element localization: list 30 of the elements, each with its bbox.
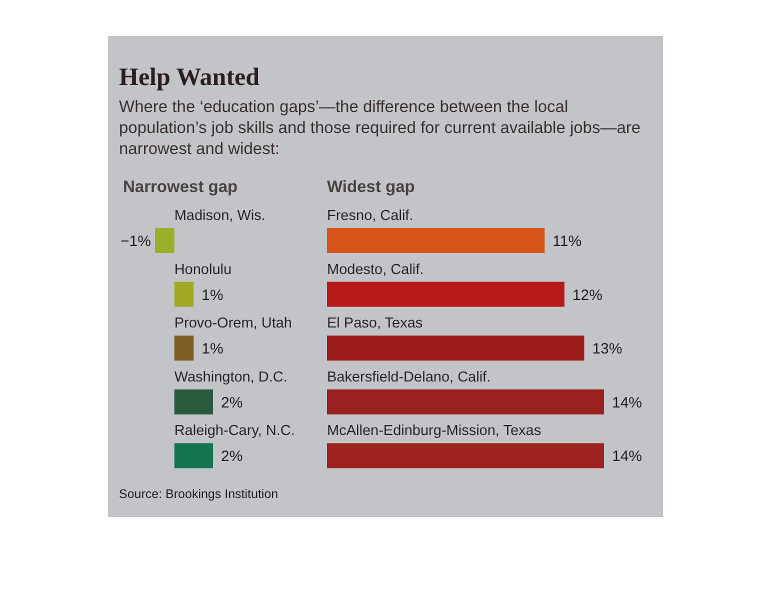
data-label: 14% [612,394,642,412]
text: Help Wanted [119,64,260,91]
y-tick-label: Provo-Orem, Utah [174,316,292,332]
data-label: 13% [592,340,622,358]
data-label: 1% [202,340,224,358]
data-label: 2% [221,394,243,412]
data-label: 2% [221,448,243,466]
y-tick-label: McAllen-Edinburg-Mission, Texas [327,423,542,440]
y-tick-label: El Paso, Texas [327,316,423,332]
data-label: 14% [612,448,642,466]
y-tick-label: Raleigh-Cary, N.C. [174,423,295,440]
y-tick-label: Honolulu [174,262,232,278]
chart-title: Widest gap [327,178,415,196]
y-tick-label: Bakersfield-Delano, Calif. [327,369,491,386]
data-label: 11% [552,233,582,250]
chart-title: Narrowest gap [123,178,238,196]
data-label: −1% [120,233,151,250]
bar [327,389,604,414]
text: Where the ‘education gaps’—the difference between the local population’s job skills and those required for current available jobs—are narrowest and widest: [119,98,641,158]
data-label: 1% [202,286,224,304]
y-tick-label: Modesto, Calif. [327,262,424,278]
y-tick-label: Fresno, Calif. [327,208,414,224]
y-tick-label: Madison, Wis. [174,208,266,224]
bar [327,228,545,253]
y-tick-label: Washington, D.C. [174,369,288,386]
bar [327,336,584,361]
source-note: Source: Brookings Institution [119,487,278,501]
data-label: 12% [572,286,602,304]
bar [327,443,604,468]
bar [327,282,564,307]
